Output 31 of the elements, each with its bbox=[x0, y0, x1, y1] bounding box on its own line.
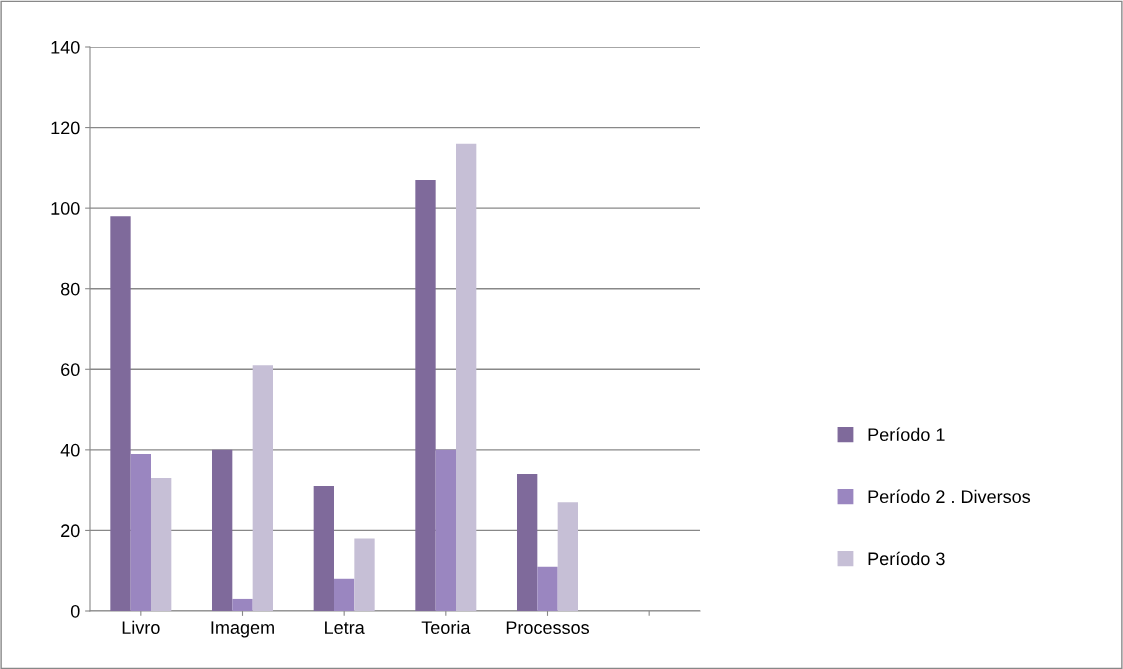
bar bbox=[415, 179, 436, 611]
bar bbox=[232, 598, 253, 611]
y-tick-label: 0 bbox=[70, 604, 80, 618]
y-tick-label: 140 bbox=[51, 40, 80, 54]
x-tick-label: Letra bbox=[325, 621, 365, 634]
bar bbox=[313, 486, 334, 611]
bar bbox=[557, 502, 578, 611]
bar bbox=[435, 449, 456, 611]
bar bbox=[537, 566, 558, 611]
y-tick-label: 100 bbox=[51, 202, 80, 215]
x-tick-label: Livro bbox=[122, 620, 160, 634]
y-tick-label: 20 bbox=[61, 524, 80, 538]
x-tick-label: Imagem bbox=[211, 621, 274, 638]
bar bbox=[334, 578, 355, 611]
bar bbox=[130, 453, 151, 611]
legend-label: Período 3 bbox=[868, 551, 945, 566]
bar bbox=[252, 365, 273, 611]
legend-label: Período 2 . Diversos bbox=[868, 489, 1031, 504]
y-tick-label: 120 bbox=[51, 121, 80, 135]
x-tick-label: Processos bbox=[506, 621, 589, 634]
bar bbox=[151, 478, 172, 611]
legend-label: Período 1 bbox=[868, 427, 945, 442]
y-tick-label: 40 bbox=[60, 443, 80, 457]
y-tick-label: 60 bbox=[61, 363, 80, 377]
x-tick-label: Teoria bbox=[421, 620, 471, 634]
bar bbox=[110, 216, 131, 611]
bar bbox=[212, 449, 233, 611]
bar bbox=[354, 538, 375, 611]
y-tick-label: 80 bbox=[60, 282, 80, 296]
bar bbox=[517, 474, 538, 611]
bar bbox=[456, 143, 477, 611]
